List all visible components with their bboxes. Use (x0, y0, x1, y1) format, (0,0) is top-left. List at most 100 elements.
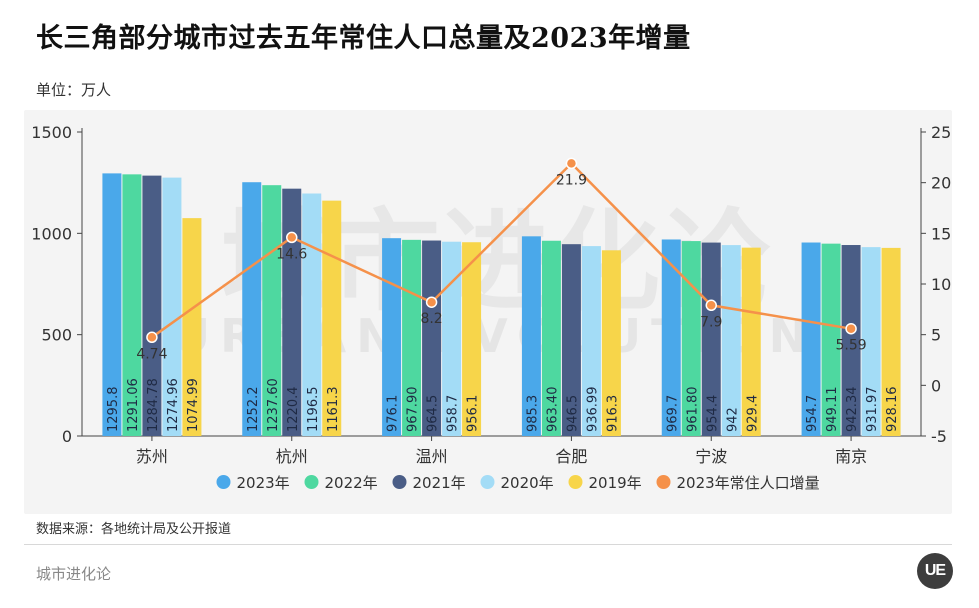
bar-value-label: 916.3 (605, 395, 620, 432)
bar-2023年 (102, 173, 122, 437)
increment-point (146, 331, 158, 344)
bar-value-label: 963.40 (545, 387, 560, 433)
legend-marker (304, 475, 319, 489)
bar-2020年 (302, 193, 322, 436)
x-category-label: 温州 (416, 447, 448, 466)
legend-label: 2023年常住人口增量 (677, 474, 820, 492)
bar-value-label: 949.11 (825, 387, 840, 433)
bar-2023年 (242, 182, 262, 436)
bar-value-label: 1252.2 (246, 387, 261, 433)
bar-2019年 (881, 247, 901, 436)
bar-value-label: 967.90 (406, 387, 421, 433)
x-category-label: 合肥 (555, 447, 587, 466)
bar-2020年 (861, 247, 881, 436)
bar-value-label: 1295.8 (106, 387, 121, 433)
bar-value-label: 1284.78 (146, 378, 161, 432)
bar-2021年 (422, 240, 442, 436)
increment-value-label: 21.9 (556, 172, 587, 188)
legend-label: 2022年 (325, 474, 378, 492)
bar-value-label: 946.5 (565, 395, 580, 432)
bar-2019年 (182, 218, 202, 436)
bar-value-label: 1161.3 (326, 387, 341, 433)
bar-value-label: 929.4 (745, 395, 760, 432)
bar-2021年 (282, 188, 302, 436)
bar-value-label: 958.7 (446, 395, 461, 432)
bar-2020年 (581, 246, 601, 436)
right-tick-label: 15 (931, 224, 951, 243)
increment-value-label: 4.74 (136, 346, 167, 362)
left-tick-label: 0 (62, 427, 72, 446)
bar-2020年 (721, 245, 741, 436)
bar-2019年 (462, 242, 482, 436)
ue-logo-icon: UE (917, 553, 953, 589)
bar-2021年 (841, 245, 861, 436)
increment-point (425, 296, 438, 308)
bar-value-label: 964.5 (426, 395, 441, 432)
bar-value-label: 985.3 (525, 395, 540, 432)
legend-marker (568, 475, 583, 489)
bar-value-label: 976.1 (386, 395, 401, 432)
right-tick-label: 0 (931, 376, 941, 395)
bar-2021年 (701, 242, 721, 436)
right-tick-label: 20 (931, 174, 951, 193)
bar-value-label: 942.34 (845, 387, 860, 433)
legend-marker (392, 475, 407, 489)
right-tick-label: 25 (931, 123, 951, 142)
legend-marker (480, 475, 495, 489)
x-category-label: 宁波 (695, 447, 727, 466)
footer-divider (24, 544, 952, 545)
bar-2023年 (801, 242, 821, 436)
chart-title: 长三角部分城市过去五年常住人口总量及2023年增量 (36, 23, 691, 54)
bar-2020年 (442, 241, 462, 436)
bar-2022年 (821, 243, 841, 436)
bar-value-label: 1237.60 (266, 378, 281, 432)
increment-value-label: 5.59 (835, 338, 866, 354)
bar-value-label: 954.4 (705, 395, 720, 432)
x-category-label: 南京 (835, 447, 867, 466)
bar-2023年 (661, 239, 681, 436)
increment-point (565, 157, 578, 170)
bar-value-label: 928.16 (885, 387, 900, 433)
left-tick-label: 500 (41, 326, 72, 345)
bar-value-label: 936.99 (585, 387, 600, 433)
bar-value-label: 1220.4 (286, 387, 301, 433)
bar-value-label: 954.7 (805, 395, 820, 432)
bar-2021年 (561, 244, 581, 436)
bar-2022年 (541, 240, 561, 436)
increment-point (845, 322, 857, 335)
legend-label: 2021年 (413, 474, 466, 492)
right-tick-label: 5 (931, 326, 941, 345)
unit-label: 单位：万人 (36, 81, 112, 99)
legend-marker (216, 475, 231, 489)
left-tick-label: 1000 (31, 224, 72, 243)
legend-label: 2019年 (589, 474, 642, 492)
bar-2021年 (142, 175, 162, 436)
bar-2023年 (521, 236, 541, 436)
increment-value-label: 8.2 (420, 311, 442, 327)
left-tick-label: 1500 (31, 123, 72, 142)
right-tick-label: -5 (931, 427, 947, 446)
bar-value-label: 1074.99 (186, 378, 201, 432)
bar-value-label: 1274.96 (166, 378, 181, 432)
bar-value-label: 1196.5 (306, 387, 321, 433)
bar-value-label: 1291.06 (126, 378, 141, 432)
bar-2023年 (382, 238, 402, 436)
bar-value-label: 942 (725, 407, 740, 432)
legend-marker (656, 475, 671, 489)
right-tick-label: 10 (931, 275, 951, 294)
bar-2020年 (162, 177, 182, 437)
legend-label: 2020年 (501, 474, 554, 492)
bar-value-label: 931.97 (865, 387, 880, 433)
bar-2022年 (122, 174, 142, 437)
increment-line (151, 161, 852, 339)
increment-point (705, 299, 717, 312)
bar-value-label: 961.80 (685, 387, 700, 433)
x-category-label: 杭州 (276, 447, 308, 466)
increment-value-label: 14.6 (276, 246, 307, 262)
footer-brand: 城市进化论 (36, 565, 112, 583)
bar-value-label: 956.1 (466, 395, 481, 432)
increment-point (286, 231, 298, 244)
data-source: 数据来源：各地统计局及公开报道 (36, 522, 232, 537)
x-category-label: 苏州 (136, 447, 168, 466)
